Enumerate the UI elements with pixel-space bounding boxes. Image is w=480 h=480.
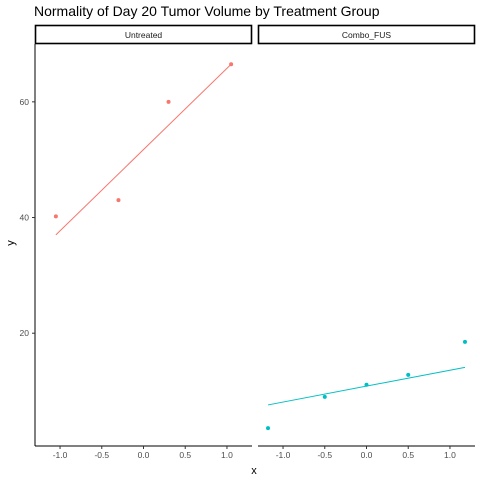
x-tick-label: -1.0	[276, 450, 291, 460]
strip-label: Combo_FUS	[342, 30, 391, 40]
x-axis-title: x	[251, 465, 257, 477]
data-point	[116, 198, 121, 203]
y-tick-label: 20	[20, 328, 30, 338]
qq-reference-line	[55, 63, 232, 236]
data-point	[322, 394, 327, 399]
facet-panel-0: Untreated 20 40 60 -1.0 -0.5 0.0 0.5 1.0	[20, 24, 253, 460]
strip-box	[34, 24, 253, 45]
data-point	[266, 426, 271, 431]
x-tick-label: 0.5	[179, 450, 191, 460]
strip-label: Untreated	[125, 30, 163, 40]
y-axis-title: y	[5, 240, 17, 246]
data-point	[166, 99, 171, 104]
x-tick-label: 1.0	[221, 450, 233, 460]
data-point	[229, 62, 234, 67]
x-tick-label: 0.0	[138, 450, 150, 460]
x-tick-label: -0.5	[94, 450, 109, 460]
x-tick-label: -1.0	[53, 450, 68, 460]
x-tick-label: 1.0	[444, 450, 456, 460]
data-point	[364, 382, 369, 387]
data-point	[53, 214, 58, 219]
strip-box	[257, 24, 476, 45]
y-tick-label: 40	[20, 213, 30, 223]
x-tick-label: 0.5	[402, 450, 414, 460]
data-point	[462, 339, 467, 344]
facet-panel-1: Combo_FUS -1.0 -0.5 0.0 0.5 1.0	[257, 24, 476, 460]
x-tick-label: -0.5	[317, 450, 332, 460]
y-tick-label: 60	[20, 97, 30, 107]
x-tick-label: 0.0	[361, 450, 373, 460]
data-point	[406, 372, 411, 377]
chart-title: Normality of Day 20 Tumor Volume by Trea…	[34, 3, 380, 19]
